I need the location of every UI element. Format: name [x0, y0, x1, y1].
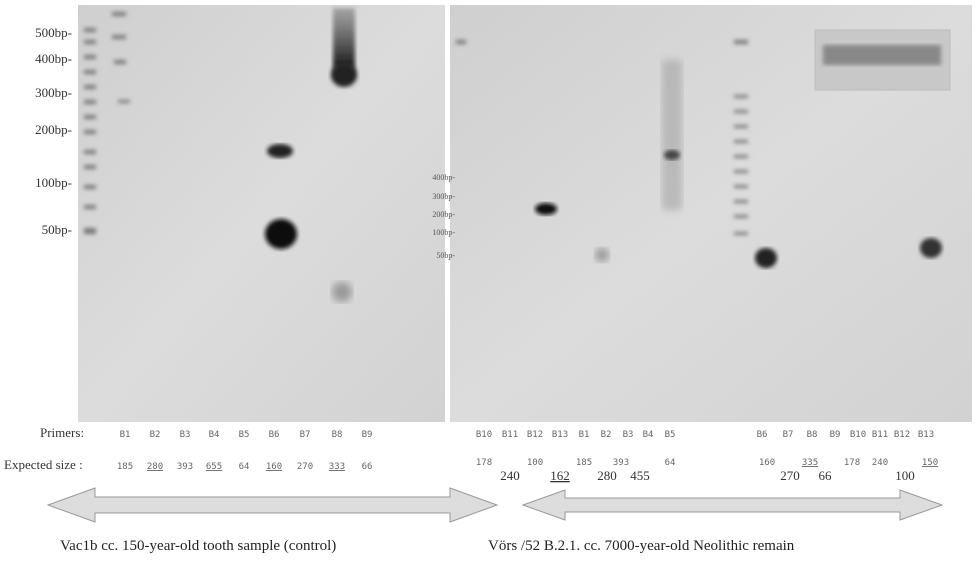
expected-size-label: Expected size : — [4, 457, 83, 472]
primer: B6 — [269, 430, 280, 440]
expected-size: 185 — [576, 458, 592, 468]
ladder-label: 400bp- — [432, 173, 455, 182]
ladder-label: 500bp- — [35, 25, 72, 40]
left-arrow — [46, 487, 499, 523]
primer: B10 — [850, 430, 866, 440]
expected-size: 162 — [550, 468, 570, 483]
expected-size: 160 — [266, 462, 282, 472]
primer: B3 — [623, 430, 634, 440]
primer: B4 — [643, 430, 654, 440]
expected-size: 335 — [802, 458, 818, 468]
primer: B1 — [120, 430, 131, 440]
primer: B13 — [552, 430, 568, 440]
primer: B3 — [180, 430, 191, 440]
ladder-label: 100bp- — [432, 228, 455, 237]
primer: B6 — [757, 430, 768, 440]
expected-size: 280 — [147, 462, 163, 472]
left-gel — [78, 5, 445, 422]
expected-size: 100 — [527, 458, 543, 468]
primer: B10 — [476, 430, 492, 440]
expected-size: 160 — [759, 458, 775, 468]
primer: B5 — [239, 430, 250, 440]
primer: B5 — [665, 430, 676, 440]
expected-size: 393 — [177, 462, 193, 472]
primer: B2 — [601, 430, 612, 440]
primer: B9 — [362, 430, 373, 440]
right-caption: Vörs /52 B.2.1. cc. 7000-year-old Neolit… — [488, 538, 795, 554]
primer: B8 — [332, 430, 343, 440]
expected-size: 66 — [362, 462, 373, 472]
bands — [84, 8, 951, 302]
ladder-label: 300bp- — [35, 85, 72, 100]
ladder-label: 50bp- — [42, 222, 72, 237]
primer: B7 — [300, 430, 311, 440]
expected-size: 66 — [819, 468, 833, 483]
expected-size: 185 — [117, 462, 133, 472]
expected-size: 240 — [500, 468, 520, 483]
ladder-label: 50bp- — [436, 251, 455, 260]
expected-size: 240 — [872, 458, 888, 468]
expected-size: 178 — [844, 458, 860, 468]
expected-size: 100 — [895, 468, 915, 483]
primer: B12 — [894, 430, 910, 440]
primer: B11 — [502, 430, 518, 440]
expected-size: 333 — [329, 462, 345, 472]
ladder-label: 300bp- — [432, 192, 455, 201]
primer: B9 — [830, 430, 841, 440]
ladder-label: 200bp- — [432, 210, 455, 219]
expected-size: 64 — [665, 458, 676, 468]
primer: B12 — [527, 430, 543, 440]
right-arrow — [521, 489, 944, 521]
primer: B2 — [150, 430, 161, 440]
expected-size: 655 — [206, 462, 222, 472]
expected-size: 393 — [613, 458, 629, 468]
primer: B11 — [872, 430, 888, 440]
ladder-label: 100bp- — [35, 175, 72, 190]
primer: B1 — [579, 430, 590, 440]
ladder-label: 200bp- — [35, 122, 72, 137]
left-caption: Vac1b cc. 150-year-old tooth sample (con… — [60, 538, 336, 554]
expected-size: 455 — [630, 468, 650, 483]
expected-size: 178 — [476, 458, 492, 468]
primer: B7 — [783, 430, 794, 440]
primer: B4 — [209, 430, 220, 440]
expected-size: 270 — [780, 468, 800, 483]
expected-size: 150 — [922, 458, 938, 468]
expected-size: 270 — [297, 462, 313, 472]
expected-size: 64 — [239, 462, 250, 472]
ladder-label: 400bp- — [35, 51, 72, 66]
expected-size: 280 — [597, 468, 617, 483]
primer: B8 — [807, 430, 818, 440]
primers-label: Primers: — [40, 425, 84, 440]
primer: B13 — [918, 430, 934, 440]
